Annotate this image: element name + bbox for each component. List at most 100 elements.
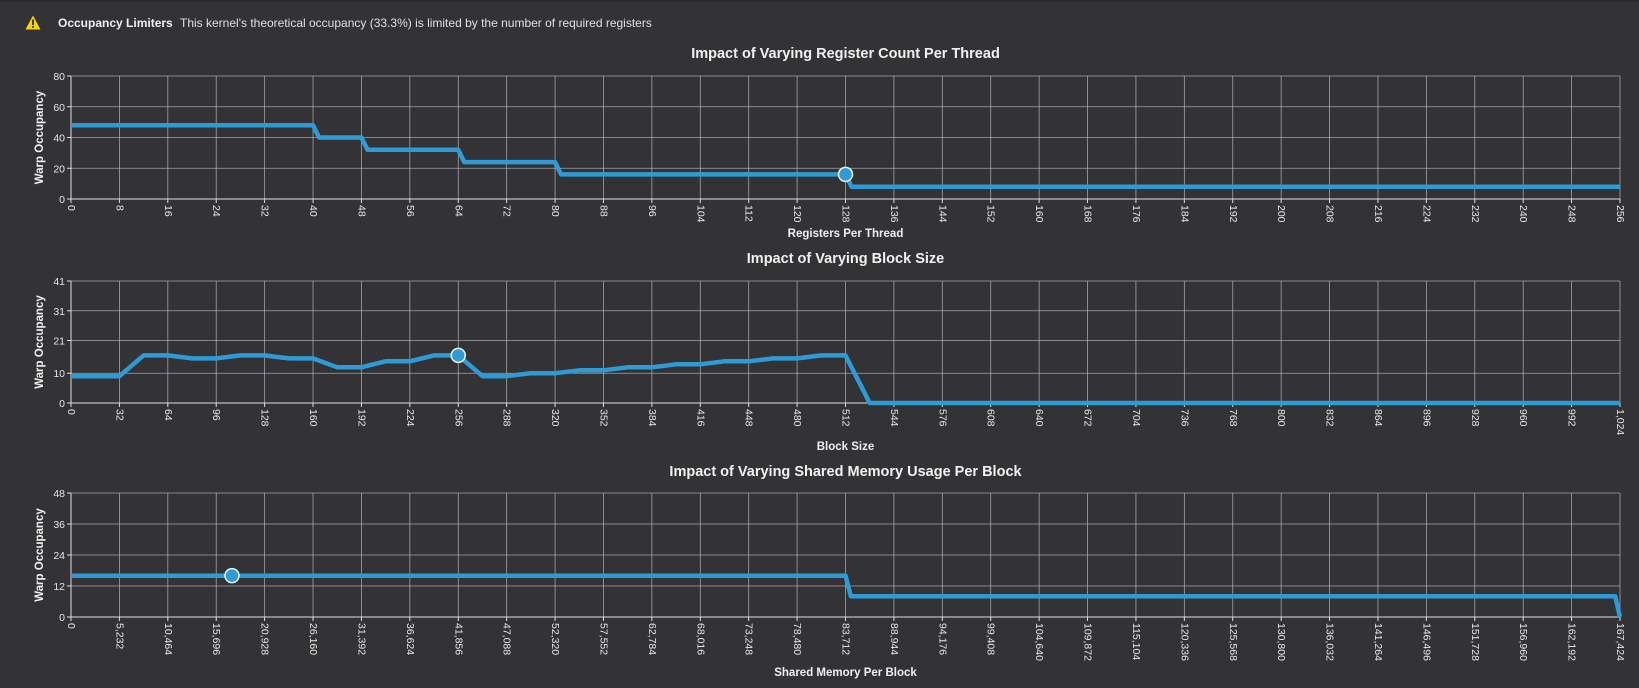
x-tick-label: 146,496	[1420, 623, 1432, 661]
chart-1: Impact of Varying Register Count Per Thr…	[34, 46, 1626, 240]
x-tick-label: 72	[501, 205, 513, 217]
x-tick-label: 104,640	[1033, 623, 1045, 661]
y-axis-label: Warp Occupancy	[34, 90, 46, 184]
x-tick-label: 26,160	[307, 623, 319, 655]
y-tick-label: 0	[59, 612, 65, 624]
x-tick-label: 115,104	[1130, 623, 1142, 660]
x-tick-label: 672	[1082, 409, 1094, 427]
x-tick-label: 52,320	[549, 623, 561, 655]
y-tick-label: 48	[53, 488, 65, 500]
x-tick-label: 78,480	[791, 623, 803, 655]
x-tick-label: 576	[936, 409, 948, 427]
warning-triangle-icon	[25, 15, 41, 30]
x-tick-label: 80	[549, 205, 561, 217]
x-tick-label: 24	[210, 205, 222, 217]
y-tick-label: 0	[59, 398, 65, 410]
current-value-marker	[450, 347, 466, 364]
x-tick-label: 151,728	[1469, 623, 1481, 661]
y-axis-label: Warp Occupancy	[34, 295, 46, 389]
x-tick-label: 544	[888, 409, 900, 427]
x-tick-label: 47,088	[501, 623, 513, 655]
x-tick-label: 288	[501, 409, 513, 427]
x-tick-label: 384	[646, 409, 658, 427]
x-tick-label: 448	[743, 409, 755, 427]
x-tick-label: 736	[1178, 409, 1190, 427]
x-tick-label: 144	[936, 205, 948, 223]
warning-message: This kernel's theoretical occupancy (33.…	[180, 16, 652, 30]
x-tick-label: 0	[65, 409, 77, 415]
x-tick-label: 64	[452, 205, 464, 217]
x-axis-label: Block Size	[817, 441, 875, 453]
y-axis-label: Warp Occupancy	[34, 508, 46, 602]
current-value-marker	[224, 567, 240, 584]
x-tick-label: 120	[791, 205, 803, 223]
x-tick-label: 232	[1469, 205, 1481, 223]
x-tick-label: 0	[65, 205, 77, 211]
x-tick-label: 416	[694, 409, 706, 427]
x-tick-label: 192	[355, 409, 367, 427]
x-tick-label: 128	[840, 205, 852, 223]
x-tick-label: 352	[597, 409, 609, 427]
x-tick-label: 112	[743, 205, 755, 222]
x-tick-label: 152	[985, 205, 997, 223]
x-tick-label: 83,712	[840, 623, 852, 655]
x-tick-label: 208	[1324, 205, 1336, 223]
x-tick-label: 224	[404, 409, 416, 427]
x-tick-label: 224	[1420, 205, 1432, 223]
x-tick-label: 896	[1420, 409, 1432, 427]
y-tick-label: 60	[53, 102, 65, 114]
x-tick-label: 832	[1324, 409, 1336, 427]
x-tick-label: 1,024	[1614, 409, 1626, 435]
y-tick-label: 10	[53, 368, 65, 380]
x-tick-label: 640	[1033, 409, 1045, 427]
x-tick-label: 41,856	[452, 623, 464, 655]
x-axis-label: Shared Memory Per Block	[774, 667, 917, 679]
x-tick-label: 94,176	[936, 623, 948, 655]
x-tick-label: 128	[259, 409, 271, 427]
x-tick-label: 200	[1275, 205, 1287, 223]
x-tick-label: 141,264	[1372, 623, 1384, 661]
x-tick-label: 32	[259, 205, 271, 217]
x-tick-label: 15,696	[210, 623, 222, 655]
occupancy-limiter-warning: Occupancy Limiters This kernel's theoret…	[0, 10, 1639, 36]
x-tick-label: 864	[1372, 409, 1384, 427]
x-tick-label: 162,192	[1566, 623, 1578, 661]
y-tick-label: 40	[53, 133, 65, 145]
x-tick-label: 96	[646, 205, 658, 217]
x-tick-label: 608	[985, 409, 997, 427]
x-tick-label: 48	[355, 205, 367, 217]
y-tick-label: 21	[53, 336, 65, 348]
chart-3: Impact of Varying Shared Memory Usage Pe…	[34, 464, 1626, 679]
x-tick-label: 57,552	[597, 623, 609, 655]
y-tick-label: 20	[53, 163, 65, 175]
x-tick-label: 992	[1566, 409, 1578, 427]
x-tick-label: 31,392	[355, 623, 367, 655]
x-tick-label: 512	[840, 409, 852, 427]
x-tick-label: 168	[1082, 205, 1094, 223]
x-tick-label: 136,032	[1324, 623, 1336, 661]
current-value-marker	[837, 166, 854, 183]
x-tick-label: 136	[888, 205, 900, 223]
x-tick-label: 99,408	[985, 623, 997, 655]
x-tick-label: 0	[65, 623, 77, 629]
x-tick-label: 248	[1566, 205, 1578, 223]
chart-title: Impact of Varying Block Size	[747, 251, 944, 267]
warning-title: Occupancy Limiters	[58, 16, 173, 30]
series-line	[71, 573, 1623, 618]
x-tick-label: 704	[1130, 409, 1142, 427]
x-tick-label: 928	[1469, 409, 1481, 427]
x-tick-label: 40	[307, 205, 319, 217]
x-tick-label: 10,464	[162, 623, 174, 655]
x-tick-label: 176	[1130, 205, 1142, 223]
y-tick-label: 36	[53, 519, 65, 531]
x-tick-label: 160	[1033, 205, 1045, 223]
x-tick-label: 68,016	[694, 623, 706, 655]
x-tick-label: 88	[597, 205, 609, 217]
x-tick-label: 192	[1227, 205, 1239, 223]
x-tick-label: 480	[791, 409, 803, 427]
x-tick-label: 240	[1517, 205, 1529, 223]
x-tick-label: 5,232	[113, 623, 125, 649]
y-tick-label: 12	[53, 581, 65, 593]
chart-2: Impact of Varying Block Size 0 32 64 96 128 16…	[34, 251, 1626, 453]
